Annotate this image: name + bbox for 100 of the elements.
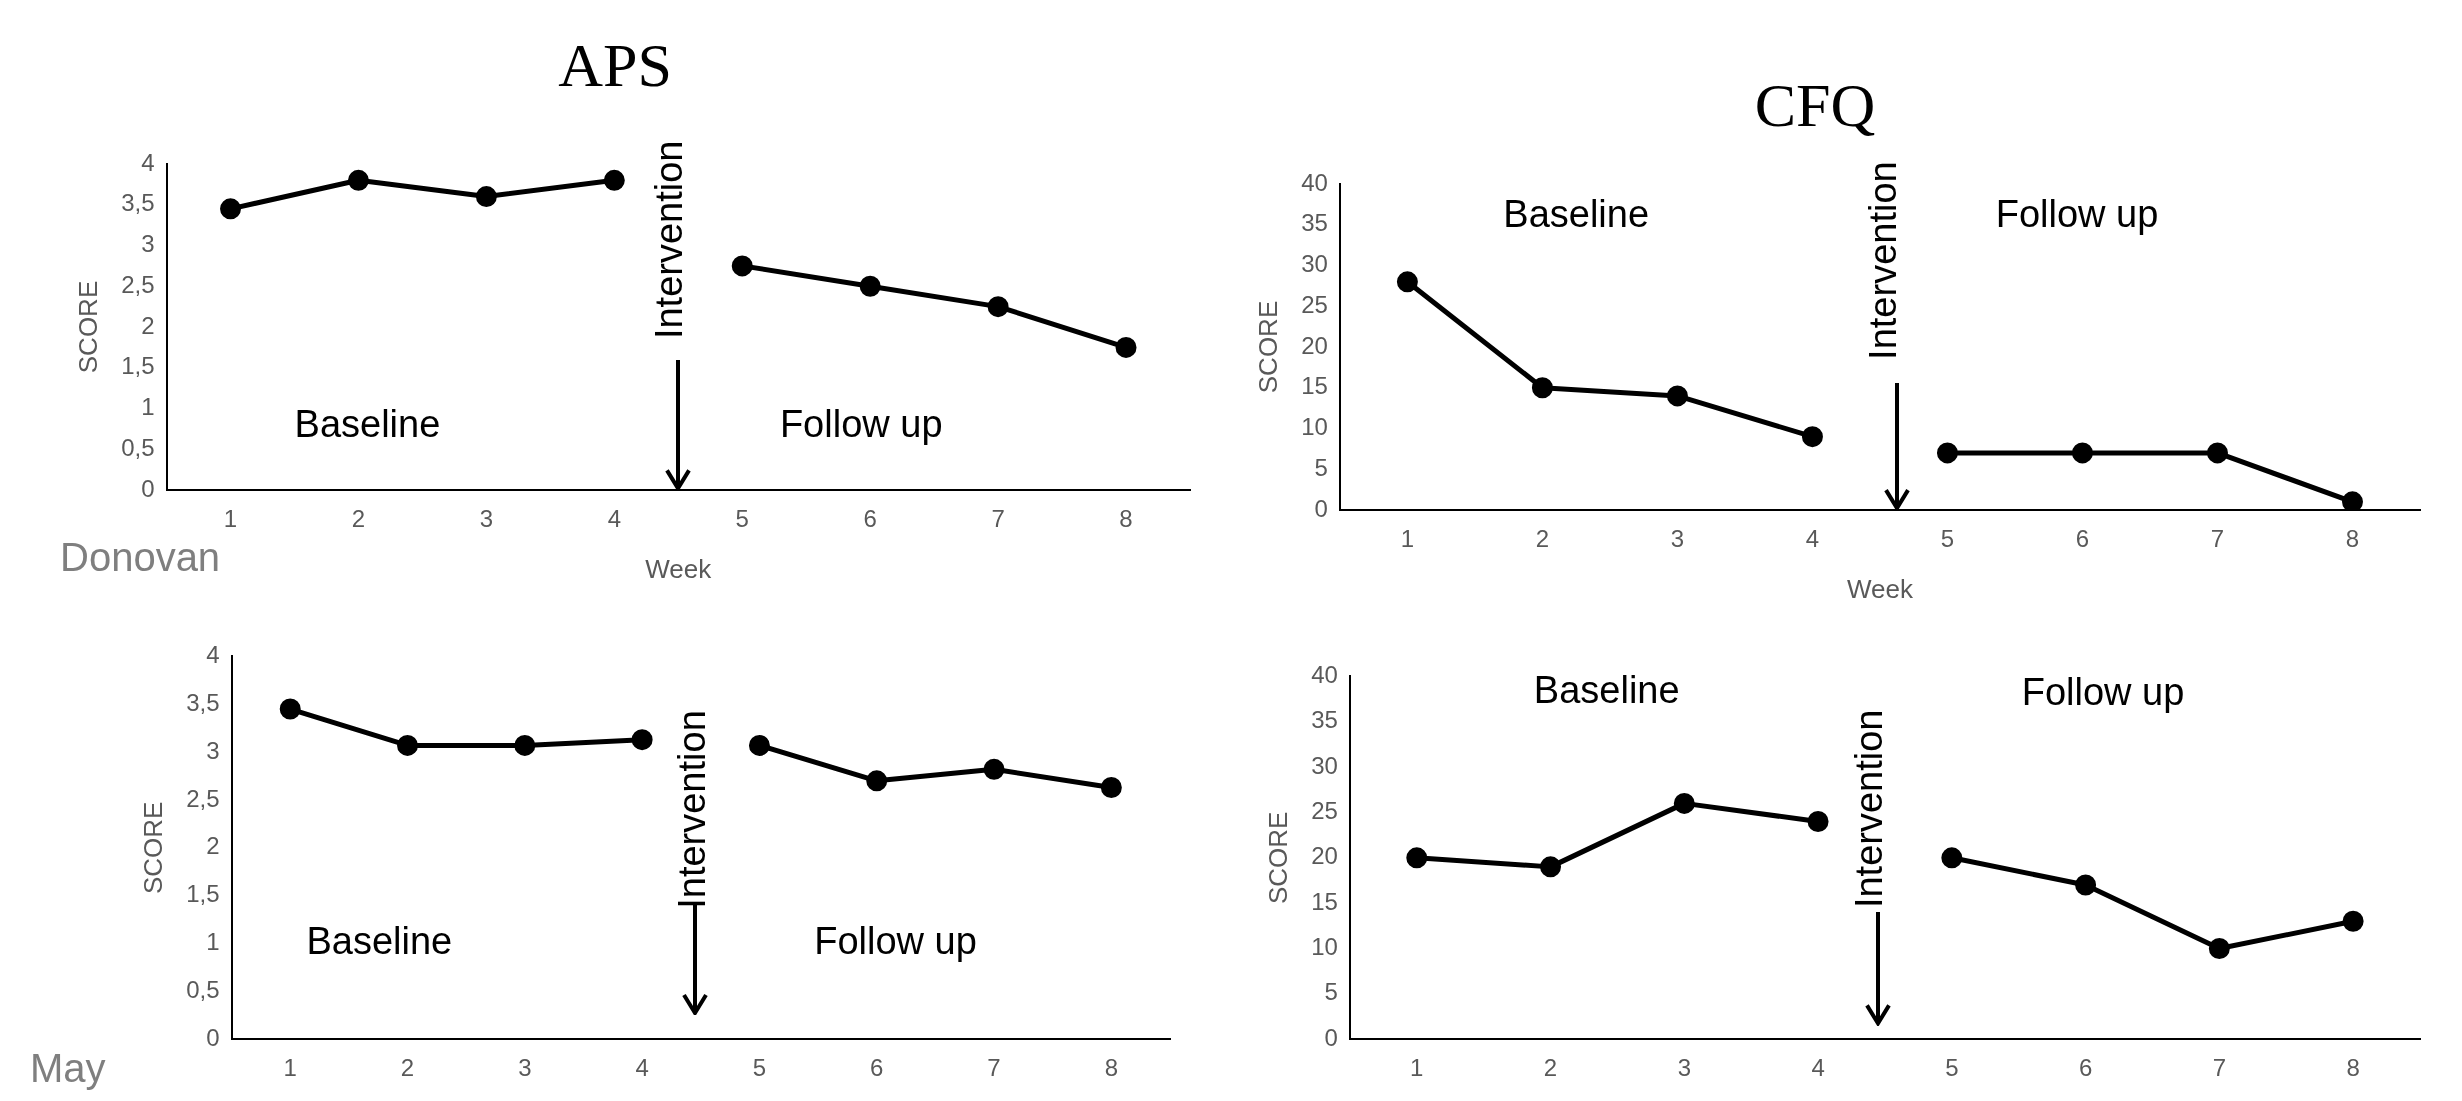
point [2206,442,2228,464]
annotation: Baseline [1533,669,1680,712]
point [475,186,497,208]
x-tick-label: 8 [1104,1054,1119,1082]
y-axis-title: SCORE [1252,300,1283,394]
point [1406,847,1428,869]
x-tick-label: 6 [863,505,877,533]
x-axis-title: Week [645,553,713,584]
x-tick-label: 8 [2345,525,2360,553]
y-tick-label: 10 [1311,933,1338,961]
point [748,734,770,756]
point [1115,336,1137,358]
point [1941,847,1963,869]
y-axis-title: SCORE [137,801,168,895]
y-tick-label: 15 [1301,372,1328,400]
y-tick-label: 0,5 [121,433,155,461]
y-tick-label: 25 [1301,290,1328,318]
y-tick-label: 2 [206,832,220,860]
point [1531,377,1553,399]
annotation: Baseline [294,402,441,445]
y-tick-label: 3,5 [121,189,155,217]
x-tick-label: 5 [752,1054,767,1082]
annotation: Intervention [1848,709,1891,909]
x-tick-label: 7 [2210,525,2225,553]
y-tick-label: 2,5 [121,270,155,298]
x-tick-label: 2 [1543,1054,1558,1082]
point [731,255,753,277]
y-tick-label: 0 [1314,494,1328,522]
x-tick-label: 3 [1670,525,1685,553]
annotation: Intervention [648,140,691,340]
annotation: Follow up [814,919,977,962]
point [1673,792,1695,814]
text: Donovan [60,535,221,580]
y-tick-label: 0 [141,474,155,502]
point [2342,910,2364,932]
annotation: Follow up [779,402,943,445]
chart-title: APS [557,30,673,101]
x-tick-label: 4 [1811,1054,1825,1082]
x-tick-label: 4 [635,1054,649,1082]
y-tick-label: 10 [1301,413,1328,441]
y-tick-label: 5 [1314,453,1328,481]
y-axis-title: SCORE [72,280,103,374]
y-tick-label: 3 [206,736,220,764]
y-tick-label: 3 [141,230,155,258]
y-tick-label: 5 [1324,978,1338,1006]
point [983,758,1005,780]
point [603,169,625,191]
point [1936,442,1958,464]
point [866,770,888,792]
x-tick-label: 8 [2346,1054,2360,1082]
point [2071,442,2093,464]
y-axis-title: SCORE [1262,811,1293,905]
point [2075,874,2097,896]
annotation: Intervention [671,710,714,909]
point [859,275,881,297]
y-tick-label: 2 [141,311,155,339]
point [987,296,1009,318]
y-tick-label: 15 [1311,887,1338,915]
y-tick-label: 0 [206,1023,220,1051]
y-tick-label: 4 [206,641,220,669]
y-tick-label: 2,5 [186,784,220,812]
point [1666,385,1688,407]
x-tick-label: 3 [518,1054,532,1082]
point [514,734,536,756]
x-tick-label: 1 [1410,1054,1424,1082]
x-tick-label: 1 [1400,525,1415,553]
x-tick-label: 8 [1119,505,1133,533]
x-tick-label: 3 [1677,1054,1691,1082]
point [2341,491,2363,510]
annotation: Intervention [1861,161,1904,360]
x-tick-label: 7 [991,505,1005,533]
point [1540,856,1562,878]
y-tick-label: 20 [1301,331,1328,359]
point [397,734,419,756]
y-tick-label: 35 [1301,209,1328,237]
x-tick-label: 5 [1945,1054,1959,1082]
y-tick-label: 30 [1311,751,1338,779]
y-tick-label: 3,5 [186,688,220,716]
point [1801,426,1823,448]
point [347,169,369,191]
y-tick-label: 0 [1324,1023,1338,1051]
annotation: Follow up [1995,193,2159,236]
x-tick-label: 4 [1805,525,1820,553]
x-tick-label: 1 [283,1054,297,1082]
x-tick-label: 2 [351,505,366,533]
y-tick-label: 30 [1301,250,1328,278]
x-tick-label: 2 [1535,525,1550,553]
y-tick-label: 20 [1311,842,1338,870]
x-tick-label: 7 [987,1054,1001,1082]
y-tick-label: 1,5 [121,352,155,380]
x-tick-label: 6 [2078,1054,2093,1082]
x-axis-title: Week [1846,573,1914,604]
text: May [30,1046,106,1091]
point [1396,271,1418,293]
point [1807,811,1829,833]
point [2208,938,2230,959]
x-tick-label: 6 [2075,525,2090,553]
y-tick-label: 0,5 [186,975,220,1003]
x-tick-label: 2 [400,1054,415,1082]
annotation: Baseline [1503,193,1650,236]
